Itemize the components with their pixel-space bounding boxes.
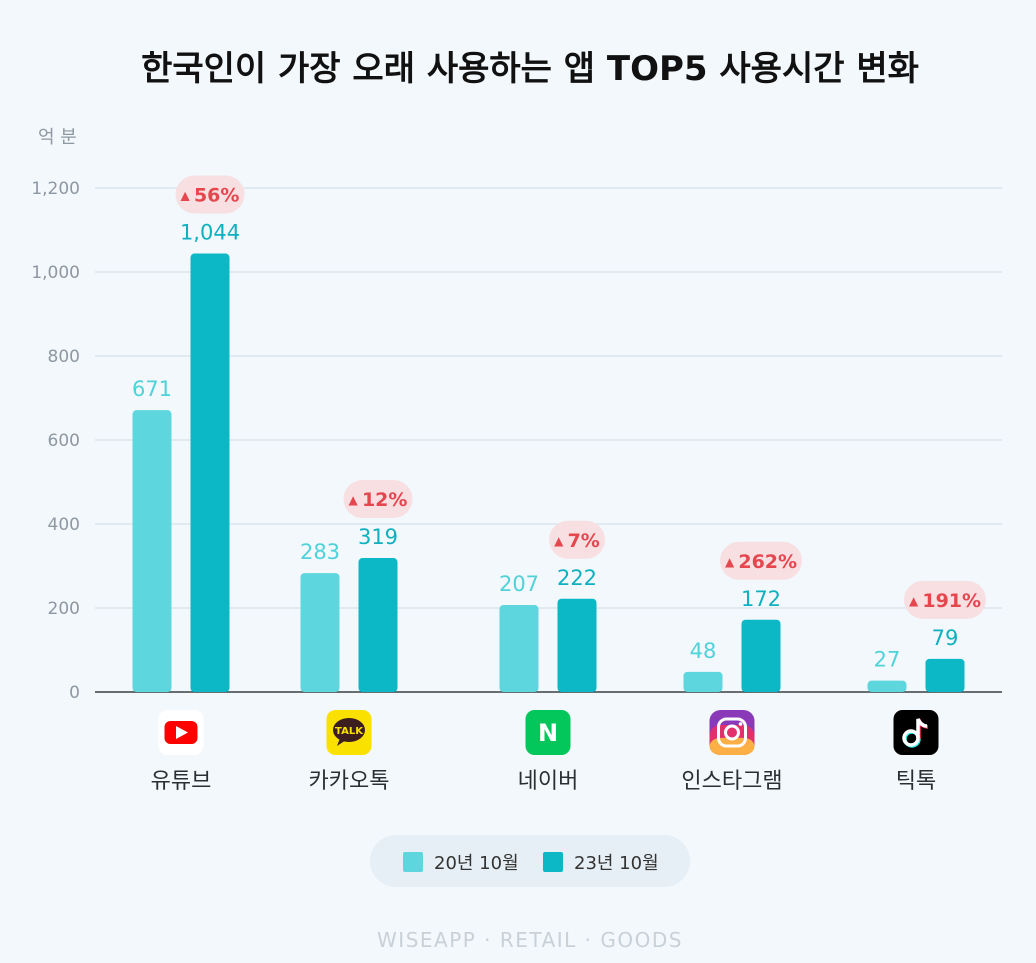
- growth-badge-bg: [904, 580, 986, 619]
- growth-badge: ▲ 191%: [904, 580, 986, 619]
- growth-badge-bg: [343, 480, 413, 519]
- category-label: 인스타그램: [681, 769, 782, 794]
- y-tick-label: 1,200: [31, 179, 80, 199]
- data-label-2023: 319: [358, 525, 398, 549]
- bar-2020: [300, 573, 340, 692]
- category-label: 유튜브: [151, 769, 212, 794]
- growth-badge-text: ▲ 262%: [725, 551, 797, 573]
- app-icons: TALK N: [158, 710, 939, 755]
- chart-title: 한국인이 가장 오래 사용하는 앱 TOP5 사용시간 변화: [141, 49, 919, 89]
- bar-2023: [358, 558, 398, 692]
- category-label: 네이버: [518, 769, 579, 794]
- tiktok-icon: [893, 710, 939, 755]
- naver-icon: N: [525, 710, 571, 755]
- growth-badge-text: ▲ 7%: [554, 530, 600, 552]
- naver-icon-bg: [525, 710, 571, 755]
- bar-2023: [190, 253, 230, 692]
- legend-swatch: [403, 852, 423, 872]
- growth-badge-text: ▲ 191%: [909, 590, 981, 612]
- data-label-2023: 172: [741, 587, 781, 611]
- kakaotalk-icon-text: TALK: [335, 726, 364, 737]
- data-label-2020: 671: [132, 377, 172, 401]
- growth-badge-text: ▲ 12%: [349, 489, 408, 511]
- growth-badge-bg: [175, 175, 245, 214]
- data-label-2020: 27: [874, 648, 901, 672]
- footer-watermark: WISEAPP · RETAIL · GOODS: [377, 928, 683, 952]
- data-labels: 671 1,044 283 319 207 222 48 172 27 79: [132, 221, 958, 672]
- category-labels: 유튜브 카카오톡 네이버 인스타그램 틱톡: [151, 769, 937, 794]
- growth-badge-text: ▲ 56%: [181, 185, 240, 207]
- bars: [132, 253, 965, 692]
- gridlines: [95, 187, 1002, 693]
- y-tick-label: 200: [48, 599, 80, 619]
- naver-icon-text: N: [538, 719, 558, 747]
- play-icon: [176, 726, 188, 739]
- speech-bubble-tail: [337, 738, 346, 746]
- legend-swatch: [543, 852, 563, 872]
- y-tick-label: 1,000: [31, 263, 80, 283]
- data-label-2023: 79: [932, 626, 959, 650]
- kakaotalk-icon: TALK: [326, 710, 372, 755]
- camera-lens-icon: [724, 724, 740, 741]
- bar-2020: [132, 410, 172, 692]
- data-label-2020: 283: [300, 540, 340, 564]
- legend-label: 20년 10월: [434, 853, 519, 874]
- growth-badges: ▲ 56% ▲ 12% ▲ 7% ▲ 262% ▲ 191%: [175, 175, 986, 619]
- growth-badge-bg: [549, 520, 605, 559]
- growth-badge: ▲ 262%: [720, 541, 802, 580]
- legend: 20년 10월 23년 10월: [370, 835, 690, 887]
- growth-badge: ▲ 7%: [549, 520, 605, 559]
- youtube-icon: [158, 710, 204, 755]
- growth-badge: ▲ 12%: [343, 480, 413, 519]
- growth-badge: ▲ 56%: [175, 175, 245, 214]
- y-tick-label: 600: [48, 431, 80, 451]
- music-note-icon: [916, 718, 928, 738]
- bar-2020: [867, 680, 907, 692]
- data-label-2023: 222: [557, 566, 597, 590]
- camera-outline-icon: [717, 717, 747, 748]
- category-label: 카카오톡: [309, 769, 390, 794]
- bar-2023: [925, 658, 965, 692]
- speech-bubble-icon: [333, 718, 365, 742]
- category-label: 틱톡: [896, 769, 936, 794]
- y-axis-unit: 억 분: [38, 127, 77, 148]
- growth-badge-bg: [720, 541, 802, 580]
- legend-label: 23년 10월: [574, 853, 659, 874]
- data-label-2023: 1,044: [180, 221, 240, 245]
- bar-2023: [557, 598, 597, 692]
- data-label-2020: 207: [499, 572, 539, 596]
- legend-box: [370, 835, 690, 887]
- data-label-2020: 48: [690, 639, 717, 663]
- y-tick-label: 800: [48, 347, 80, 367]
- bar-2023: [741, 619, 781, 692]
- instagram-icon: [709, 710, 755, 755]
- camera-dot-icon: [738, 722, 743, 726]
- bar-2020: [683, 671, 723, 692]
- y-tick-label: 400: [48, 515, 80, 535]
- bar-2020: [499, 605, 539, 692]
- y-axis-ticks: 0 200 400 600 800 1,000 1,200: [31, 179, 80, 703]
- y-tick-label: 0: [69, 683, 80, 703]
